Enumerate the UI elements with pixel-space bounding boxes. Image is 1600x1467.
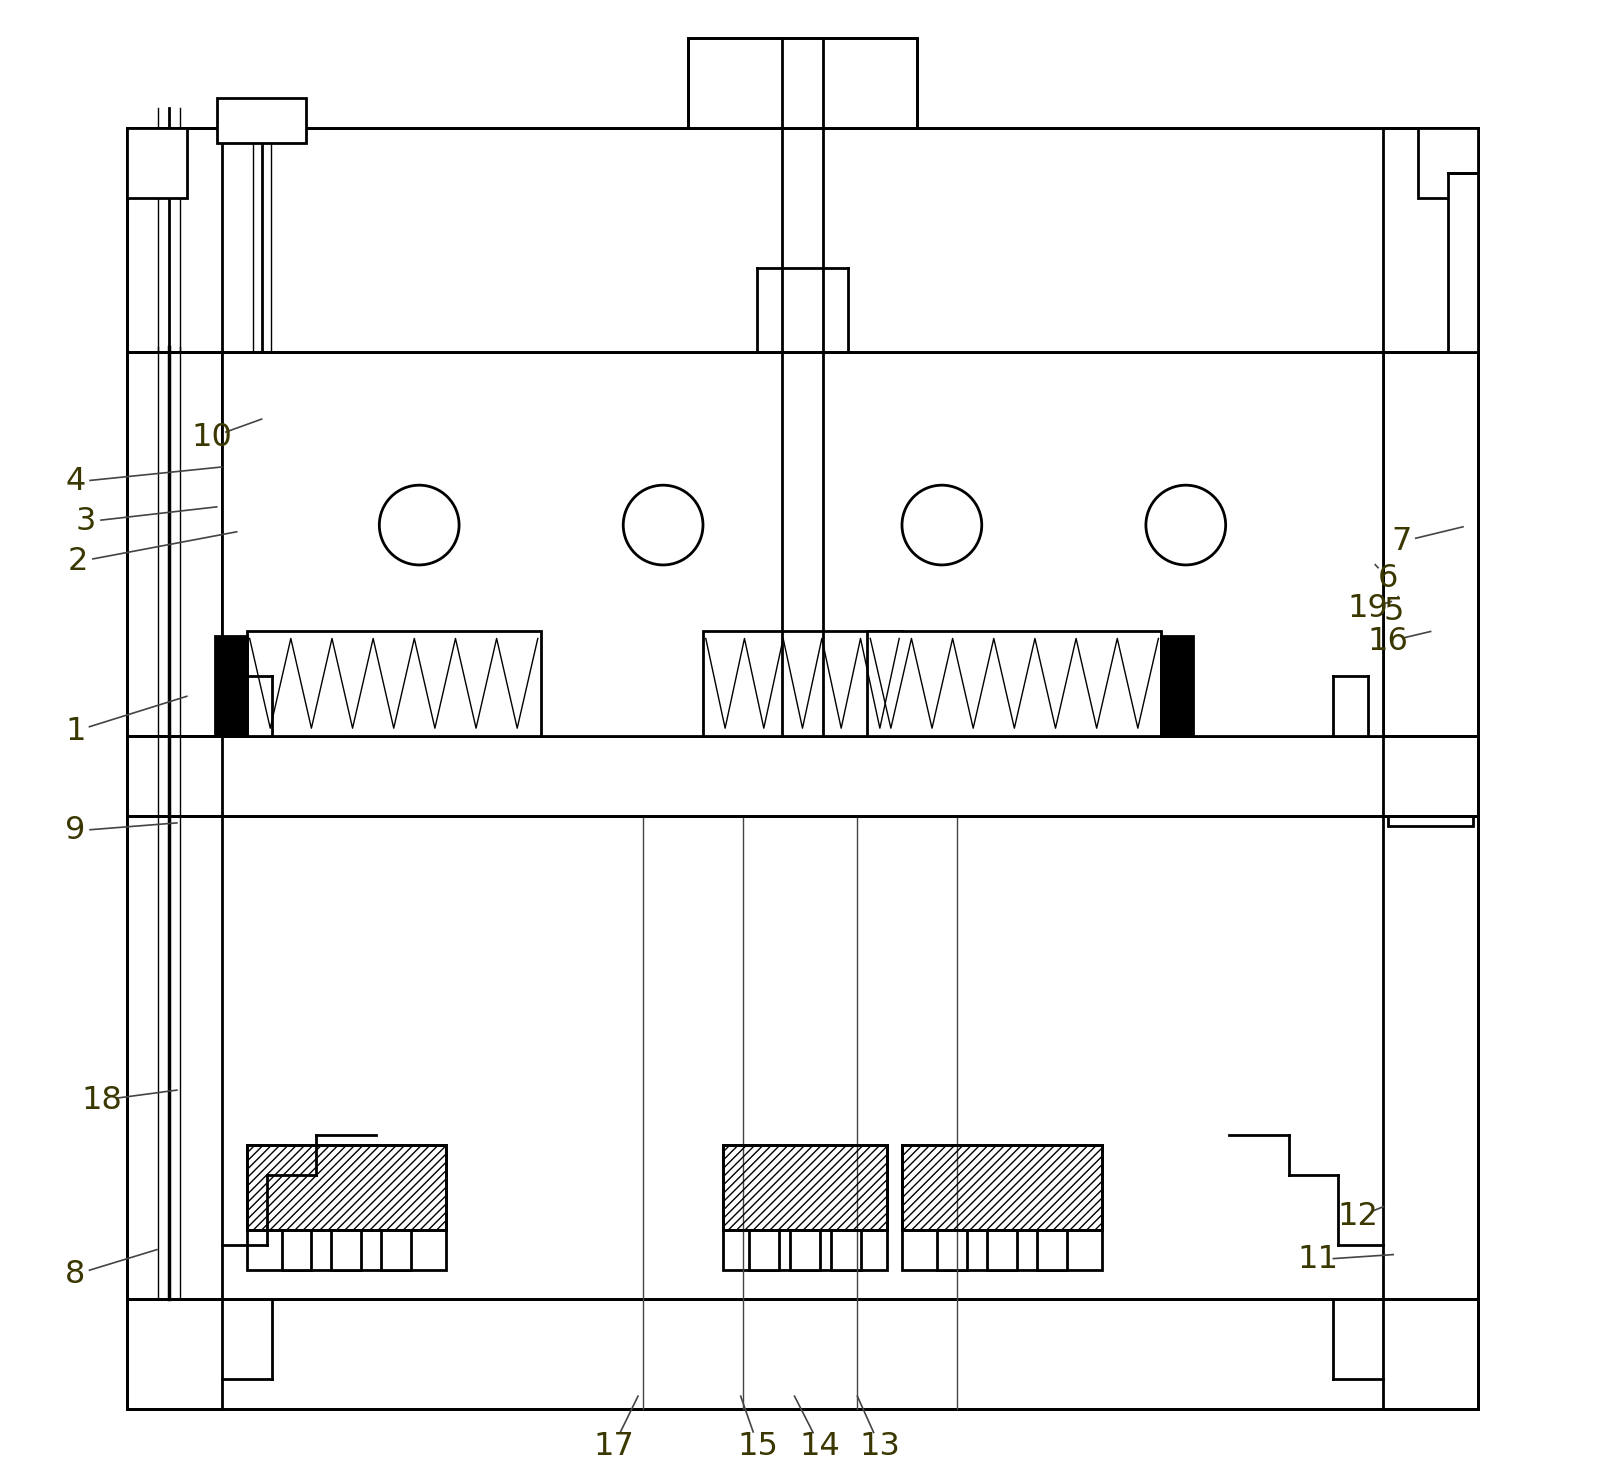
Circle shape (902, 486, 982, 565)
Text: 13: 13 (859, 1430, 901, 1461)
Bar (749, 1229, 779, 1269)
Text: 2: 2 (67, 546, 88, 577)
Bar (1162, 637, 1194, 736)
Bar (126, 1300, 1478, 1410)
Bar (126, 736, 1478, 816)
Text: 11: 11 (1298, 1244, 1339, 1275)
Text: 9: 9 (66, 816, 85, 846)
Bar (902, 1144, 1101, 1229)
Bar (902, 1144, 1101, 1229)
Bar (126, 1300, 222, 1410)
Text: 10: 10 (192, 421, 232, 453)
Text: 7: 7 (1390, 527, 1411, 557)
Circle shape (379, 486, 459, 565)
Bar (126, 128, 1478, 352)
Bar (126, 736, 222, 816)
Bar (214, 637, 246, 736)
Bar (126, 352, 222, 736)
Bar (246, 1144, 446, 1229)
Text: 15: 15 (738, 1430, 779, 1461)
Text: 4: 4 (66, 467, 85, 497)
Bar (938, 1229, 966, 1269)
Bar (1384, 816, 1478, 1300)
Bar (126, 1300, 1478, 1410)
Bar (702, 631, 902, 736)
Bar (216, 98, 307, 142)
Bar (723, 1144, 888, 1229)
Text: 16: 16 (1368, 626, 1408, 657)
Bar (723, 1144, 888, 1229)
Bar (331, 1229, 362, 1269)
Bar (246, 1144, 446, 1269)
Bar (1384, 352, 1478, 736)
Bar (688, 38, 917, 128)
Bar (381, 1229, 411, 1269)
Circle shape (624, 486, 702, 565)
Text: 3: 3 (75, 506, 96, 537)
Text: 12: 12 (1338, 1201, 1379, 1232)
Text: 14: 14 (800, 1430, 840, 1461)
Bar (222, 352, 1384, 736)
Bar (830, 1229, 861, 1269)
Text: 18: 18 (82, 1084, 123, 1115)
Text: 5: 5 (1382, 596, 1403, 626)
Bar (1384, 736, 1478, 816)
Bar (790, 1229, 819, 1269)
Bar (126, 736, 1478, 816)
Bar (1389, 751, 1474, 826)
Text: 1: 1 (66, 716, 85, 747)
Bar (126, 352, 1478, 736)
Text: 17: 17 (594, 1430, 634, 1461)
Bar (246, 1144, 446, 1229)
Bar (126, 816, 1478, 1300)
Text: 6: 6 (1378, 563, 1398, 594)
Bar (867, 631, 1162, 736)
Bar (987, 1229, 1018, 1269)
Bar (126, 816, 222, 1300)
Bar (1037, 1229, 1067, 1269)
Bar (688, 38, 917, 128)
Bar (126, 128, 187, 198)
Bar (126, 128, 222, 352)
Text: 19: 19 (1347, 593, 1389, 623)
Bar (902, 1144, 1101, 1269)
Bar (126, 816, 1478, 1300)
Text: 8: 8 (66, 1259, 85, 1289)
Bar (1384, 1300, 1478, 1410)
Bar (126, 352, 1478, 736)
Bar (723, 1144, 888, 1269)
Bar (1418, 128, 1478, 198)
Circle shape (1146, 486, 1226, 565)
Bar (126, 128, 1478, 352)
Bar (246, 631, 541, 736)
Bar (1384, 128, 1478, 352)
Bar (1448, 173, 1478, 352)
Bar (282, 1229, 312, 1269)
